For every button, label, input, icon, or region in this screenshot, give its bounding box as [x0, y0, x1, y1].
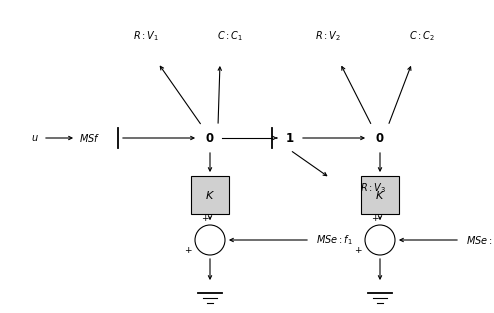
Text: $MSe: f_1$: $MSe: f_1$	[316, 233, 353, 247]
Text: $MSf$: $MSf$	[80, 132, 101, 144]
Circle shape	[365, 225, 395, 255]
Text: $\mathbf{0}$: $\mathbf{0}$	[205, 131, 215, 145]
FancyBboxPatch shape	[361, 176, 399, 214]
Text: $R:V_1$: $R:V_1$	[133, 29, 159, 43]
Circle shape	[195, 225, 225, 255]
Text: $+$: $+$	[370, 213, 379, 223]
Text: $\mathbf{0}$: $\mathbf{0}$	[375, 131, 385, 145]
Text: $u$: $u$	[31, 133, 39, 143]
Text: $K$: $K$	[375, 189, 385, 201]
Text: $R:V_2$: $R:V_2$	[315, 29, 341, 43]
Text: $+$: $+$	[201, 213, 209, 223]
Text: $C:C_1$: $C:C_1$	[217, 29, 243, 43]
Text: $+$: $+$	[354, 245, 362, 255]
Text: $\mathbf{1}$: $\mathbf{1}$	[286, 131, 295, 145]
Text: $K$: $K$	[205, 189, 215, 201]
Text: $De: z_2$: $De: z_2$	[365, 311, 396, 313]
Text: $MSe: f$: $MSe: f$	[466, 234, 494, 246]
Text: $De: z_1$: $De: z_1$	[194, 311, 226, 313]
Text: $+$: $+$	[184, 245, 192, 255]
FancyBboxPatch shape	[191, 176, 229, 214]
Text: $R:V_3$: $R:V_3$	[360, 181, 386, 195]
Text: $C:C_2$: $C:C_2$	[409, 29, 435, 43]
